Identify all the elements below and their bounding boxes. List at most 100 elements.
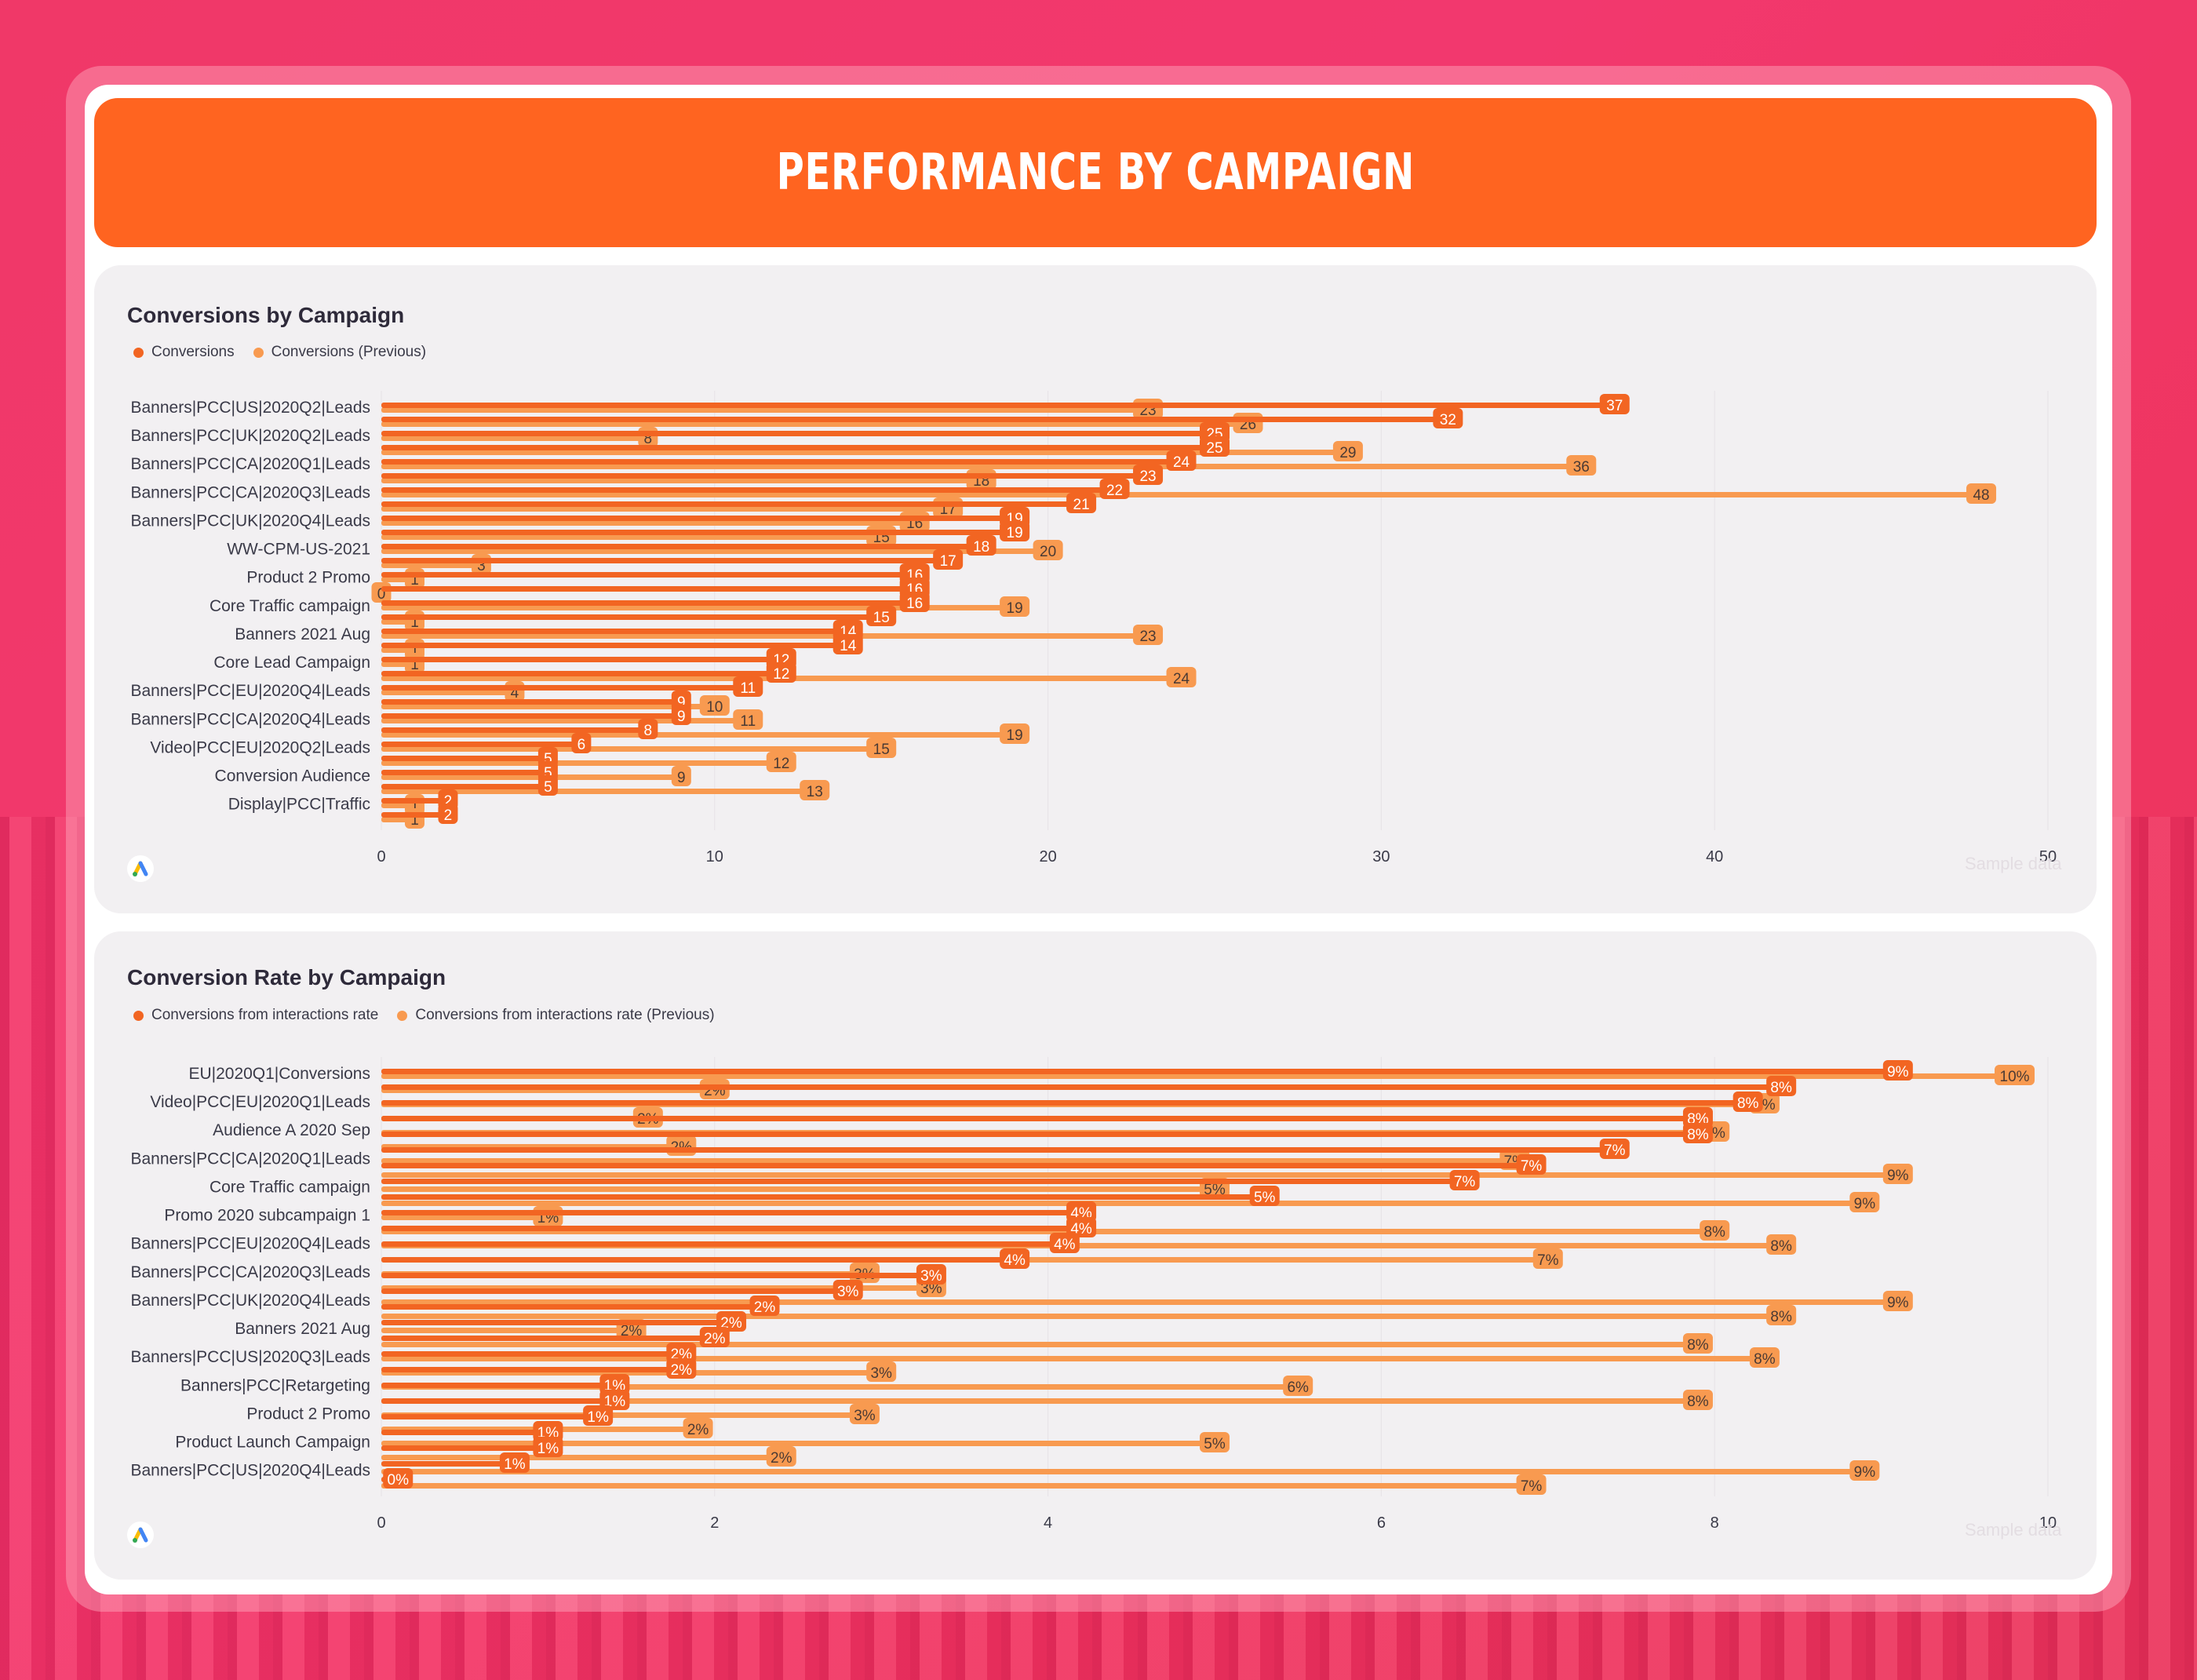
current-bar[interactable]: [381, 1351, 682, 1357]
previous-bar[interactable]: [381, 1483, 1532, 1489]
current-bar[interactable]: [381, 770, 548, 775]
previous-bar[interactable]: [381, 435, 648, 441]
current-bar[interactable]: [381, 1304, 765, 1310]
current-bar[interactable]: [381, 1320, 732, 1325]
current-bar[interactable]: [381, 784, 548, 789]
previous-bar[interactable]: [381, 1441, 1215, 1446]
current-bar[interactable]: [381, 1445, 548, 1451]
previous-bar[interactable]: [381, 732, 1015, 738]
current-bar[interactable]: [381, 572, 915, 578]
previous-bar[interactable]: [381, 704, 715, 709]
current-bar[interactable]: [381, 699, 682, 705]
current-bar[interactable]: [381, 1084, 1782, 1090]
current-bar[interactable]: [381, 1398, 615, 1404]
legend-item-current[interactable]: Conversions from interactions rate: [133, 1007, 378, 1024]
previous-bar[interactable]: [381, 760, 782, 766]
current-bar[interactable]: [381, 1273, 931, 1278]
current-bar[interactable]: [381, 643, 848, 648]
previous-data-label: 13: [807, 784, 823, 800]
current-data-label: 1%: [504, 1456, 526, 1473]
previous-bar[interactable]: [381, 1201, 1865, 1206]
current-bar[interactable]: [381, 1226, 1082, 1231]
previous-bar[interactable]: [381, 1469, 1865, 1474]
current-bar[interactable]: [381, 1241, 1065, 1247]
current-bar[interactable]: [381, 1069, 1898, 1074]
current-bar[interactable]: [381, 473, 1149, 479]
current-bar[interactable]: [381, 798, 448, 804]
current-bar[interactable]: [381, 1336, 715, 1341]
current-bar[interactable]: [381, 812, 448, 818]
current-bar[interactable]: [381, 516, 1015, 521]
current-bar[interactable]: [381, 657, 782, 662]
current-bar[interactable]: [381, 742, 581, 747]
current-bar[interactable]: [381, 600, 915, 606]
current-bar[interactable]: [381, 1194, 1265, 1200]
current-bar[interactable]: [381, 1132, 1698, 1137]
previous-bar[interactable]: [381, 746, 882, 752]
previous-bar[interactable]: [381, 774, 682, 780]
current-bar[interactable]: [381, 1383, 615, 1388]
current-bar[interactable]: [381, 1147, 1615, 1153]
current-bar[interactable]: [381, 614, 882, 620]
previous-bar[interactable]: [381, 548, 1048, 554]
current-bar[interactable]: [381, 1461, 515, 1467]
current-bar[interactable]: [381, 1257, 1015, 1263]
current-bar[interactable]: [381, 1163, 1532, 1168]
current-bar[interactable]: [381, 671, 782, 676]
current-bar[interactable]: [381, 431, 1215, 436]
current-bar[interactable]: [381, 1179, 1465, 1184]
previous-bar[interactable]: [381, 690, 515, 695]
previous-bar[interactable]: [381, 1215, 548, 1220]
previous-bar[interactable]: [381, 1455, 782, 1460]
previous-bar[interactable]: [381, 520, 915, 526]
current-bar[interactable]: [381, 685, 749, 691]
previous-bar[interactable]: [381, 1299, 1898, 1305]
previous-bar[interactable]: [381, 421, 1248, 427]
previous-bar[interactable]: [381, 605, 1015, 610]
current-bar[interactable]: [381, 629, 848, 634]
legend-item-current[interactable]: Conversions: [133, 344, 235, 361]
current-bar[interactable]: [381, 459, 1182, 465]
current-bar[interactable]: [381, 445, 1215, 450]
previous-bar[interactable]: [381, 1172, 1898, 1178]
previous-bar[interactable]: [381, 1073, 2015, 1079]
previous-bar[interactable]: [381, 1314, 1782, 1319]
current-bar[interactable]: [381, 756, 548, 761]
previous-bar[interactable]: [381, 1158, 1515, 1164]
previous-bar[interactable]: [381, 407, 1149, 413]
current-bar[interactable]: [381, 544, 982, 549]
current-bar[interactable]: [381, 713, 682, 719]
current-bar[interactable]: [381, 530, 1015, 535]
previous-bar[interactable]: [381, 1186, 1215, 1192]
previous-bar[interactable]: [381, 718, 749, 723]
previous-bar[interactable]: [381, 450, 1348, 455]
current-bar[interactable]: [381, 1210, 1082, 1215]
previous-bar[interactable]: [381, 1398, 1698, 1404]
previous-bar[interactable]: [381, 464, 1582, 469]
current-bar[interactable]: [381, 586, 915, 592]
legend-item-previous[interactable]: Conversions (Previous): [253, 344, 426, 361]
current-bar[interactable]: [381, 417, 1448, 422]
previous-bar[interactable]: [381, 1342, 1698, 1347]
current-bar[interactable]: [381, 558, 949, 563]
previous-bar[interactable]: [381, 506, 949, 512]
current-bar[interactable]: [381, 1100, 1748, 1106]
current-bar[interactable]: [381, 1414, 599, 1419]
current-bar[interactable]: [381, 501, 1082, 507]
current-bar[interactable]: [381, 1430, 548, 1435]
previous-bar[interactable]: [381, 1328, 632, 1333]
legend-item-previous[interactable]: Conversions from interactions rate (Prev…: [397, 1007, 715, 1024]
previous-bar[interactable]: [381, 633, 1149, 639]
previous-bar[interactable]: [381, 563, 482, 568]
current-bar[interactable]: [381, 487, 1115, 493]
current-bar[interactable]: [381, 1288, 848, 1294]
current-bar[interactable]: [381, 403, 1615, 408]
current-bar[interactable]: [381, 1116, 1698, 1121]
previous-bar[interactable]: [381, 1356, 1765, 1361]
current-bar[interactable]: [381, 1367, 682, 1372]
previous-bar[interactable]: [381, 492, 1982, 497]
previous-bar[interactable]: [381, 789, 815, 794]
previous-bar[interactable]: [381, 534, 882, 540]
previous-bar[interactable]: [381, 478, 982, 483]
current-bar[interactable]: [381, 727, 648, 733]
